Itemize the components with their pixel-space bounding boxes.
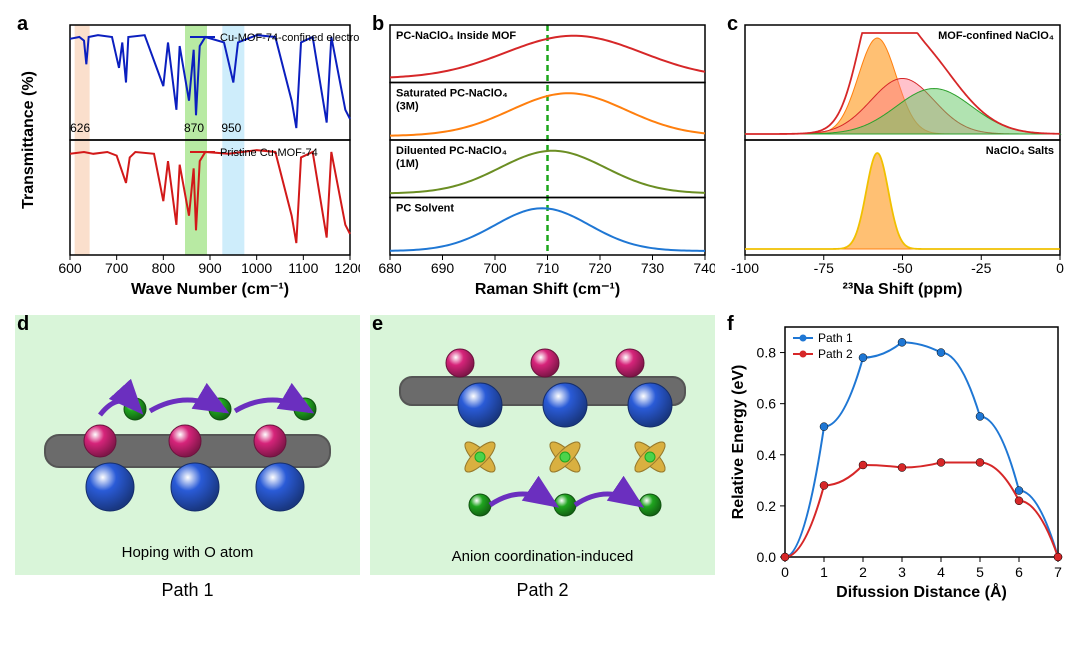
panel-d: dHoping with O atomPath 1 (15, 315, 360, 575)
panel-b: bPC-NaClO₄ Inside MOFSaturated PC-NaClO₄… (370, 15, 715, 300)
svg-text:900: 900 (198, 260, 222, 276)
svg-text:Wave Number (cm⁻¹): Wave Number (cm⁻¹) (131, 281, 289, 298)
svg-text:Diluented PC-NaClO₄: Diluented PC-NaClO₄ (396, 145, 507, 157)
svg-text:0.4: 0.4 (757, 447, 777, 463)
svg-text:740: 740 (693, 260, 715, 276)
panel-label-f: f (727, 313, 734, 336)
panel-d-caption: Path 1 (15, 580, 360, 601)
svg-text:600: 600 (58, 260, 82, 276)
panel-label-a: a (17, 13, 28, 36)
svg-text:2: 2 (859, 564, 867, 580)
svg-text:PC Solvent: PC Solvent (396, 203, 454, 215)
svg-text:0.8: 0.8 (757, 345, 777, 361)
svg-text:-50: -50 (892, 260, 912, 276)
panel-label-d: d (17, 313, 29, 336)
svg-text:Saturated PC-NaClO₄: Saturated PC-NaClO₄ (396, 88, 508, 100)
panel-e: eAnion coordination-inducedPath 2 (370, 315, 715, 575)
svg-text:Path 1: Path 1 (818, 331, 853, 345)
svg-text:700: 700 (483, 260, 507, 276)
svg-text:MOF-confined NaClO₄: MOF-confined NaClO₄ (938, 30, 1054, 42)
svg-text:626: 626 (70, 121, 90, 135)
panel-b-svg: PC-NaClO₄ Inside MOFSaturated PC-NaClO₄(… (370, 15, 715, 300)
svg-text:PC-NaClO₄ Inside MOF: PC-NaClO₄ Inside MOF (396, 30, 516, 42)
svg-text:800: 800 (152, 260, 176, 276)
panel-label-b: b (372, 13, 384, 36)
svg-text:-75: -75 (814, 260, 834, 276)
svg-text:²³Na Shift (ppm): ²³Na Shift (ppm) (843, 281, 963, 298)
svg-text:950: 950 (221, 121, 241, 135)
panel-d-svg: Hoping with O atom (15, 315, 360, 575)
svg-text:Path 2: Path 2 (818, 347, 853, 361)
svg-text:-25: -25 (971, 260, 991, 276)
svg-text:6: 6 (1015, 564, 1023, 580)
svg-text:Pristine Cu-MOF-74: Pristine Cu-MOF-74 (220, 147, 318, 159)
svg-text:0: 0 (1056, 260, 1064, 276)
svg-text:1000: 1000 (241, 260, 272, 276)
svg-text:0: 0 (781, 564, 789, 580)
panel-c-svg: MOF-confined NaClO₄ NaClO₄ Salts -100 -75 -5… (725, 15, 1070, 300)
svg-text:720: 720 (588, 260, 612, 276)
panel-label-c: c (727, 13, 738, 36)
svg-text:Difussion Distance (Å): Difussion Distance (Å) (836, 582, 1007, 601)
svg-text:0.0: 0.0 (757, 549, 777, 565)
panel-e-svg: Anion coordination-induced (370, 315, 715, 575)
svg-text:Hoping with O atom: Hoping with O atom (122, 544, 254, 561)
svg-text:4: 4 (937, 564, 945, 580)
svg-text:1200: 1200 (334, 260, 360, 276)
svg-text:710: 710 (536, 260, 560, 276)
svg-text:680: 680 (378, 260, 402, 276)
panel-c: c MOF-confined NaClO₄ NaClO₄ Salts -100 -75 -… (725, 15, 1070, 300)
svg-text:730: 730 (641, 260, 665, 276)
svg-text:1: 1 (820, 564, 828, 580)
svg-text:870: 870 (184, 121, 204, 135)
svg-text:Transmittance (%): Transmittance (%) (20, 71, 37, 209)
svg-text:Cu-MOF-74-confined electrolyte: Cu-MOF-74-confined electrolyte (220, 32, 360, 44)
panel-e-caption: Path 2 (370, 580, 715, 601)
svg-text:(3M): (3M) (396, 101, 419, 113)
panel-a-svg: Cu-MOF-74-confined electrolyte Pristine C… (15, 15, 360, 300)
svg-text:3: 3 (898, 564, 906, 580)
panel-f: f 0 1 2 3 4 5 6 7 0.0 0.2 0.4 0.6 0.8 Path 1 Path 2 Difu… (725, 315, 1070, 605)
svg-text:1100: 1100 (288, 260, 318, 276)
svg-text:5: 5 (976, 564, 984, 580)
svg-text:Relative Energy (eV): Relative Energy (eV) (730, 365, 747, 520)
svg-text:NaClO₄ Salts: NaClO₄ Salts (986, 145, 1054, 157)
svg-text:(1M): (1M) (396, 158, 419, 170)
svg-text:Raman Shift (cm⁻¹): Raman Shift (cm⁻¹) (475, 281, 620, 298)
panel-f-svg: 0 1 2 3 4 5 6 7 0.0 0.2 0.4 0.6 0.8 Path 1 Path 2 Difus… (725, 315, 1070, 605)
svg-text:-100: -100 (731, 260, 759, 276)
svg-text:7: 7 (1054, 564, 1062, 580)
svg-text:700: 700 (105, 260, 129, 276)
svg-text:0.6: 0.6 (757, 396, 777, 412)
panel-a: a Cu-MOF-74-confined electrolyte Pristine … (15, 15, 360, 300)
panel-label-e: e (372, 313, 383, 336)
svg-text:0.2: 0.2 (757, 498, 777, 514)
svg-text:690: 690 (431, 260, 455, 276)
svg-text:Anion coordination-induced: Anion coordination-induced (452, 548, 634, 565)
